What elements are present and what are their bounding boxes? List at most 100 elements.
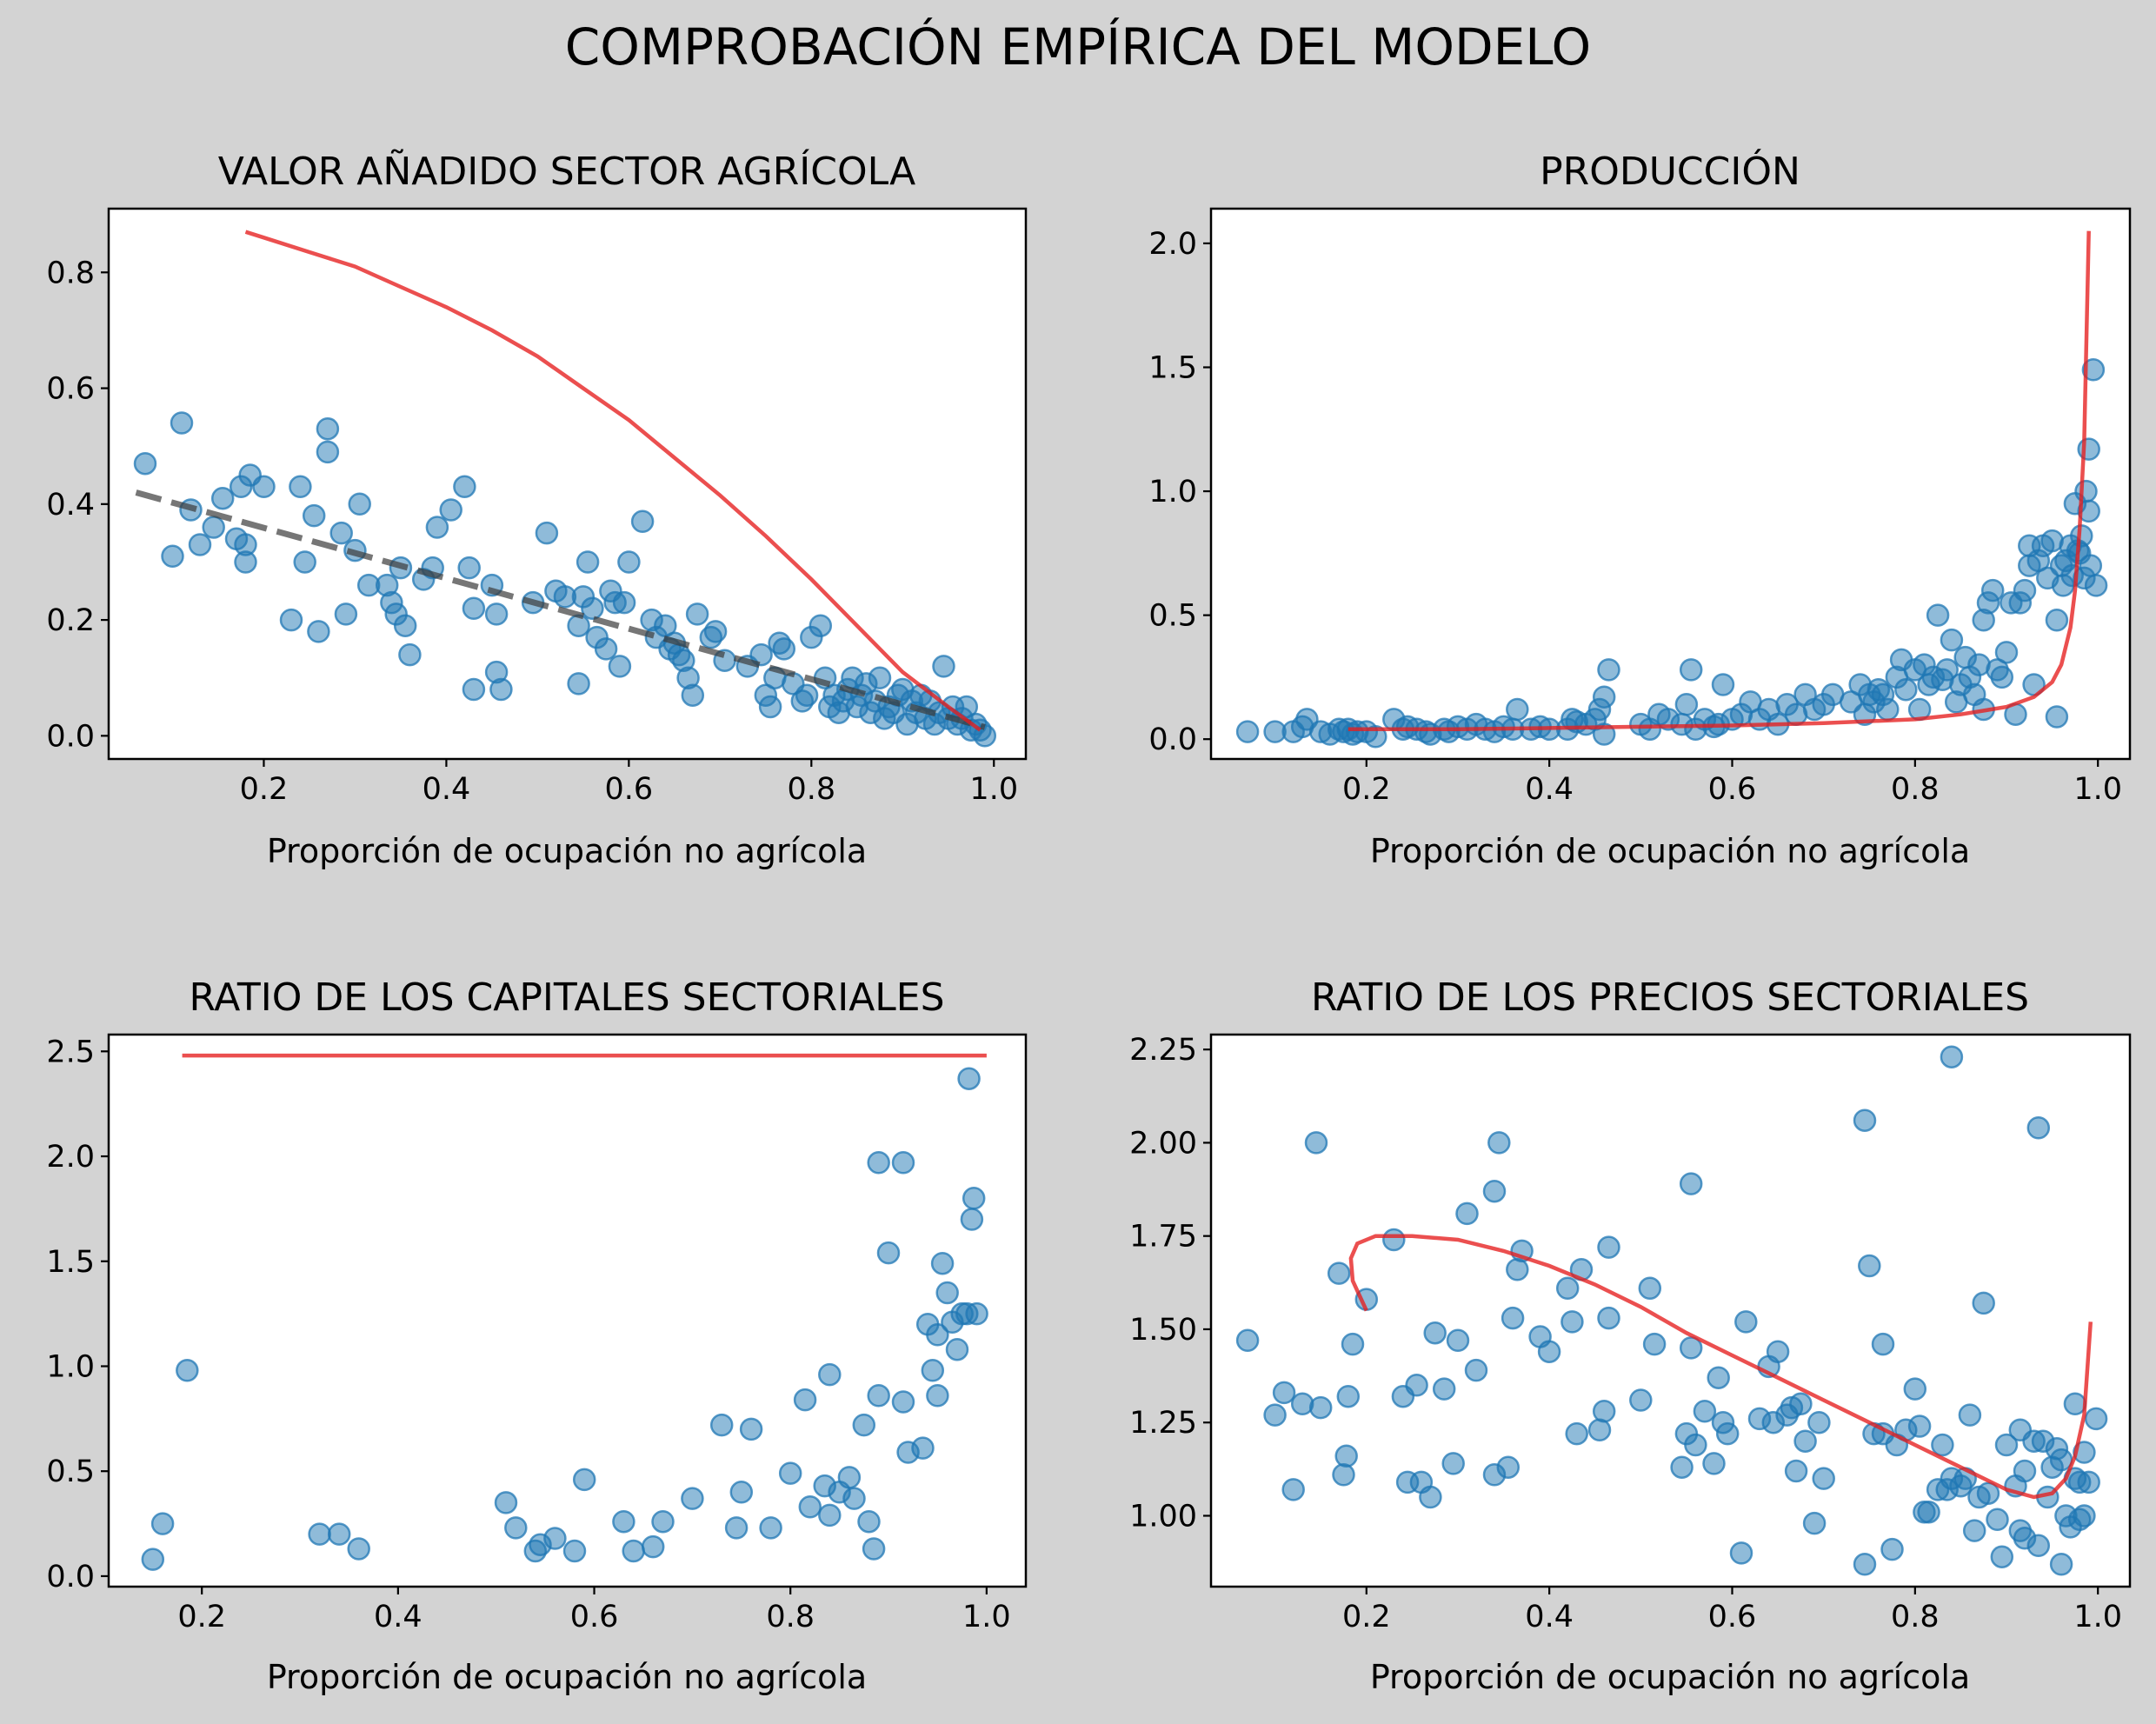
data-point: [2013, 578, 2037, 602]
data-point: [1419, 1485, 1442, 1509]
data-point: [1382, 1228, 1406, 1252]
panel-title: PRODUCCIÓN: [1540, 148, 1800, 194]
data-point: [2013, 1459, 2037, 1483]
data-point: [793, 1388, 817, 1412]
data-point: [1555, 1276, 1580, 1301]
data-point: [202, 516, 225, 539]
data-point: [798, 1495, 822, 1519]
data-point: [1455, 1201, 1479, 1226]
plot-marks: [133, 230, 997, 748]
data-point: [1506, 1258, 1529, 1281]
data-point: [911, 1436, 935, 1460]
data-point: [795, 683, 819, 707]
data-point: [494, 1491, 518, 1514]
x-axis-label: Proporción de ocupación no agrícola: [1370, 832, 1970, 870]
data-point: [1972, 1291, 1995, 1315]
data-point: [1980, 578, 2005, 602]
data-point: [1789, 1392, 1813, 1416]
data-point: [724, 1516, 749, 1540]
x-tick-label: 0.2: [240, 772, 289, 807]
x-tick-label: 0.6: [1708, 1600, 1757, 1634]
data-point: [1766, 1340, 1790, 1363]
data-point: [1784, 1459, 1808, 1483]
data-point: [1308, 1395, 1333, 1420]
data-point: [2063, 1392, 2087, 1416]
y-tick-label: 2.0: [1148, 227, 1197, 262]
y-tick-label: 2.5: [46, 1035, 95, 1069]
x-axis-label: Proporción de ocupación no agrícola: [267, 1658, 867, 1696]
data-point: [1986, 1508, 2009, 1532]
data-point: [641, 1534, 665, 1559]
x-tick-label: 1.0: [969, 772, 1018, 807]
data-point: [1629, 1388, 1653, 1412]
data-point: [926, 1323, 949, 1347]
data-point: [772, 637, 796, 661]
data-point: [2026, 1116, 2051, 1140]
x-tick-label: 1.0: [2073, 772, 2122, 807]
data-point: [612, 1509, 635, 1534]
data-point: [1592, 1400, 1616, 1423]
data-point: [1565, 1421, 1588, 1446]
data-point: [453, 475, 476, 499]
data-point: [1334, 1444, 1358, 1468]
y-tick-label: 0.5: [46, 1454, 95, 1489]
data-point: [729, 1481, 754, 1504]
y-tick-label: 2.00: [1129, 1126, 1197, 1161]
y-tick-label: 1.00: [1129, 1499, 1197, 1534]
data-point: [1304, 1131, 1328, 1155]
data-point: [348, 492, 371, 516]
data-point: [1876, 697, 1900, 722]
y-tick-label: 0.0: [1148, 722, 1197, 757]
panel-title: VALOR AÑADIDO SECTOR AGRÍCOLA: [218, 148, 915, 194]
x-tick-label: 0.4: [374, 1600, 423, 1634]
data-point: [1272, 1381, 1296, 1405]
data-point: [1935, 658, 1959, 682]
data-point: [1423, 1321, 1447, 1345]
y-tick-label: 1.0: [46, 1349, 95, 1384]
data-point: [2079, 554, 2103, 577]
data-point: [957, 1067, 981, 1090]
data-point: [862, 1537, 886, 1561]
data-point: [307, 620, 330, 643]
data-point: [439, 498, 462, 522]
data-point: [2045, 705, 2069, 729]
data-point: [567, 614, 590, 637]
data-point: [1560, 1310, 1584, 1334]
y-tick-label: 1.50: [1129, 1313, 1197, 1348]
x-tick-label: 0.6: [605, 772, 654, 807]
data-point: [1638, 1276, 1662, 1301]
data-point: [316, 416, 340, 441]
data-point: [329, 521, 353, 545]
x-tick-label: 0.8: [766, 1600, 815, 1634]
x-tick-label: 0.8: [1891, 772, 1940, 807]
data-point: [1597, 1306, 1620, 1330]
data-point: [1917, 1500, 1940, 1524]
data-point: [867, 1151, 890, 1175]
data-point: [1994, 641, 2019, 664]
data-point: [289, 475, 312, 499]
data-point: [1907, 1414, 1932, 1438]
data-point: [572, 1468, 596, 1492]
data-point: [170, 411, 194, 435]
data-point: [1693, 1400, 1717, 1423]
data-point: [778, 1461, 802, 1485]
data-point: [876, 1241, 901, 1265]
x-tick-label: 1.0: [2073, 1600, 2122, 1634]
data-point: [316, 440, 340, 464]
data-point: [1446, 1328, 1470, 1353]
data-point: [1903, 1377, 1927, 1401]
data-point: [1802, 1511, 1827, 1535]
data-point: [347, 1537, 370, 1561]
data-point: [457, 556, 481, 580]
data-point: [1711, 673, 1735, 696]
data-point: [562, 1539, 587, 1563]
data-point: [252, 475, 276, 499]
data-point: [2026, 1534, 2051, 1558]
data-point: [133, 451, 157, 476]
data-point: [1853, 1108, 1877, 1132]
data-point: [1496, 1455, 1521, 1479]
y-tick-label: 0.0: [46, 1560, 95, 1594]
data-point: [188, 533, 212, 556]
y-tick-label: 0.8: [46, 256, 95, 290]
data-point: [1958, 1403, 1982, 1427]
